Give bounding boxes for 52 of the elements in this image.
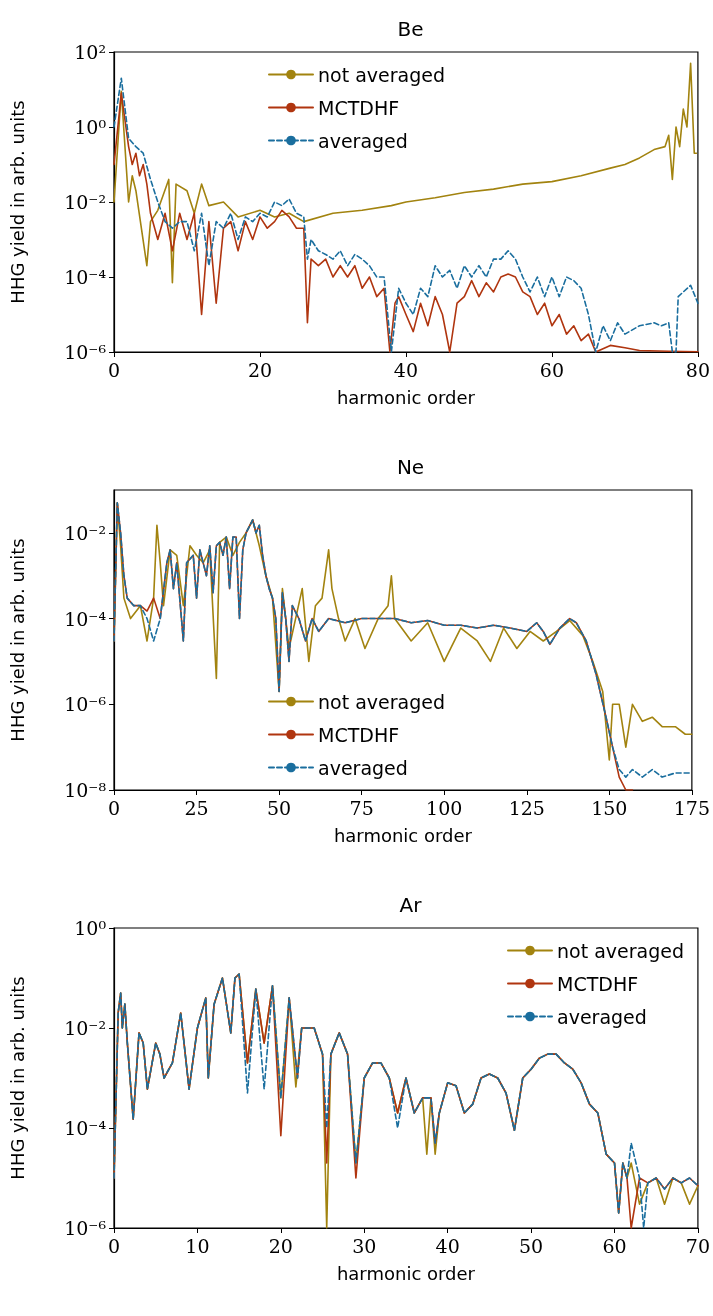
y-tick-label: 10⁻⁶ (64, 693, 107, 716)
x-tick-label: 50 (267, 796, 292, 819)
y-tick-label: 10⁻² (64, 521, 106, 544)
y-tick-label: 10⁻⁴ (64, 1117, 107, 1139)
x-tick-label: 0 (107, 796, 121, 819)
legend-label: averaged (318, 756, 408, 779)
legend-label: MCTDHF (318, 723, 400, 746)
x-tick-label: 40 (393, 358, 419, 381)
chart-title: Ar (399, 893, 423, 917)
y-tick-label: 10² (74, 41, 106, 63)
legend-label: averaged (318, 129, 408, 152)
x-tick-label: 0 (107, 1234, 121, 1257)
x-tick-label: 40 (435, 1234, 460, 1257)
x-tick-label: 50 (518, 1234, 544, 1257)
x-tick-label: 10 (185, 1234, 210, 1257)
x-tick-label: 70 (685, 1234, 711, 1257)
y-tick-label: 10⁻² (64, 1017, 106, 1039)
y-tick-label: 10⁻² (64, 191, 106, 213)
legend-label: not averaged (318, 63, 445, 86)
legend-label: not averaged (318, 690, 445, 713)
x-tick-label: 25 (184, 796, 209, 819)
x-tick-label: 30 (352, 1234, 377, 1257)
x-tick-label: 80 (685, 358, 711, 381)
y-tick-label: 10⁻⁴ (64, 266, 107, 288)
x-tick-label: 60 (602, 1234, 627, 1257)
x-tick-label: 0 (107, 358, 121, 381)
legend-label: MCTDHF (557, 972, 639, 995)
x-tick-label: 100 (426, 796, 463, 819)
y-tick-label: 10⁻⁶ (64, 1217, 107, 1239)
x-tick-label: 20 (268, 1234, 293, 1257)
chart-title: Be (397, 17, 424, 41)
y-tick-label: 10⁰ (74, 116, 107, 138)
legend-label: MCTDHF (318, 96, 400, 119)
x-axis-title: harmonic order (336, 1262, 476, 1284)
x-tick-label: 175 (673, 796, 710, 819)
y-axis-title: HHG yield in arb. units (6, 100, 28, 304)
x-tick-label: 20 (247, 358, 273, 381)
y-axis-title: HHG yield in arb. units (6, 976, 28, 1180)
legend-label: averaged (557, 1005, 647, 1028)
x-axis-title: harmonic order (333, 824, 473, 846)
chart-title: Ne (396, 455, 425, 479)
x-tick-label: 125 (508, 796, 545, 819)
y-tick-label: 10⁰ (74, 917, 107, 939)
x-tick-label: 60 (539, 358, 565, 381)
y-tick-label: 10⁻⁶ (64, 341, 107, 363)
x-tick-label: 150 (591, 796, 628, 819)
x-tick-label: 75 (349, 796, 374, 819)
y-tick-label: 10⁻⁴ (64, 607, 107, 630)
legend-label: not averaged (557, 939, 684, 962)
x-axis-title: harmonic order (336, 386, 476, 408)
y-tick-label: 10⁻⁸ (64, 779, 107, 801)
y-axis-title: HHG yield in arb. units (6, 538, 28, 742)
